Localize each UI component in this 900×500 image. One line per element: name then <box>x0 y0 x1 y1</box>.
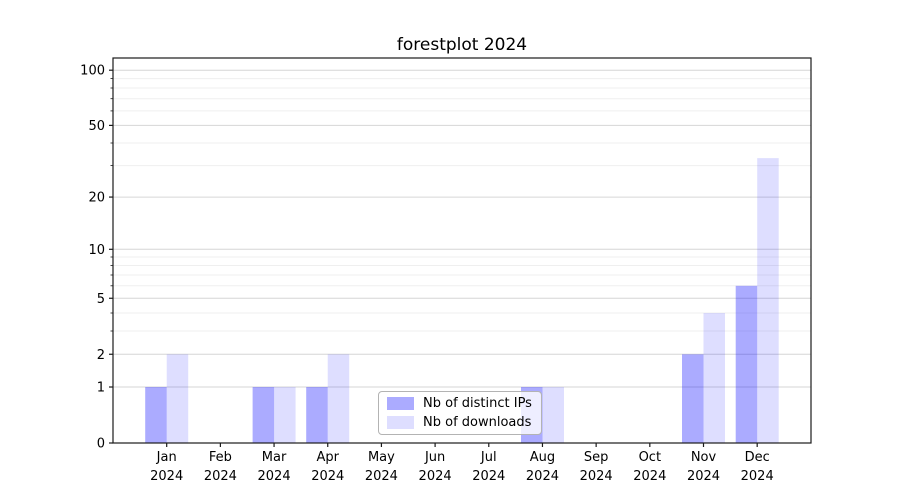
x-tick-label-year: 2024 <box>472 469 505 484</box>
bar-downloads-aug <box>542 387 564 443</box>
x-tick-label-month: Aug <box>530 450 555 465</box>
x-tick-label-month: Oct <box>639 450 661 465</box>
x-tick-label-year: 2024 <box>311 469 344 484</box>
x-tick-label-month: Jul <box>480 450 497 465</box>
y-tick-label: 0 <box>97 437 105 452</box>
x-tick-label-year: 2024 <box>419 469 452 484</box>
bar-distinct-ips-dec <box>735 285 758 443</box>
x-tick-label-year: 2024 <box>365 469 398 484</box>
y-tick-label: 2 <box>97 348 105 363</box>
x-tick-label-year: 2024 <box>204 469 237 484</box>
bar-distinct-ips-apr <box>306 387 328 443</box>
x-tick-label-month: Jun <box>424 450 445 465</box>
y-tick-label: 5 <box>97 292 105 307</box>
legend-swatch-distinct-ips <box>387 397 414 410</box>
y-tick-label: 10 <box>88 243 105 258</box>
bar-distinct-ips-jan <box>145 387 167 443</box>
bar-downloads-jan <box>166 354 189 443</box>
x-tick-label-month: Nov <box>691 450 717 465</box>
x-tick-label-year: 2024 <box>633 469 666 484</box>
bar-distinct-ips-nov <box>682 354 704 443</box>
bar-downloads-apr <box>327 354 350 443</box>
legend-label-downloads: Nb of downloads <box>423 415 532 430</box>
bar-downloads-mar <box>274 387 296 443</box>
x-tick-label-month: May <box>368 450 395 465</box>
legend: Nb of distinct IPs Nb of downloads <box>378 391 542 435</box>
y-tick-label: 50 <box>88 119 105 134</box>
bar-downloads-dec <box>757 158 779 443</box>
bar-distinct-ips-mar <box>252 387 275 443</box>
legend-item-downloads: Nb of downloads <box>387 415 532 430</box>
x-tick-label-year: 2024 <box>687 469 720 484</box>
x-tick-label-year: 2024 <box>580 469 613 484</box>
x-tick-label-year: 2024 <box>150 469 183 484</box>
bar-downloads-nov <box>703 313 725 443</box>
x-tick-label-month: Feb <box>209 450 232 465</box>
x-tick-label-month: Mar <box>262 450 287 465</box>
x-tick-label-year: 2024 <box>526 469 559 484</box>
legend-swatch-downloads <box>387 416 414 429</box>
chart-title: forestplot 2024 <box>396 35 528 55</box>
x-tick-label-year: 2024 <box>741 469 774 484</box>
x-tick-label-month: Sep <box>584 450 609 465</box>
legend-label-distinct-ips: Nb of distinct IPs <box>423 396 532 411</box>
y-tick-label: 20 <box>88 191 105 206</box>
plot-border <box>112 57 812 444</box>
x-tick-label-month: Dec <box>745 450 770 465</box>
x-tick-label-year: 2024 <box>258 469 291 484</box>
y-tick-label: 100 <box>80 64 105 79</box>
x-tick-label-month: Apr <box>316 450 339 465</box>
y-tick-label: 1 <box>97 381 105 396</box>
x-tick-label-month: Jan <box>156 450 177 465</box>
legend-item-distinct-ips: Nb of distinct IPs <box>387 396 532 411</box>
